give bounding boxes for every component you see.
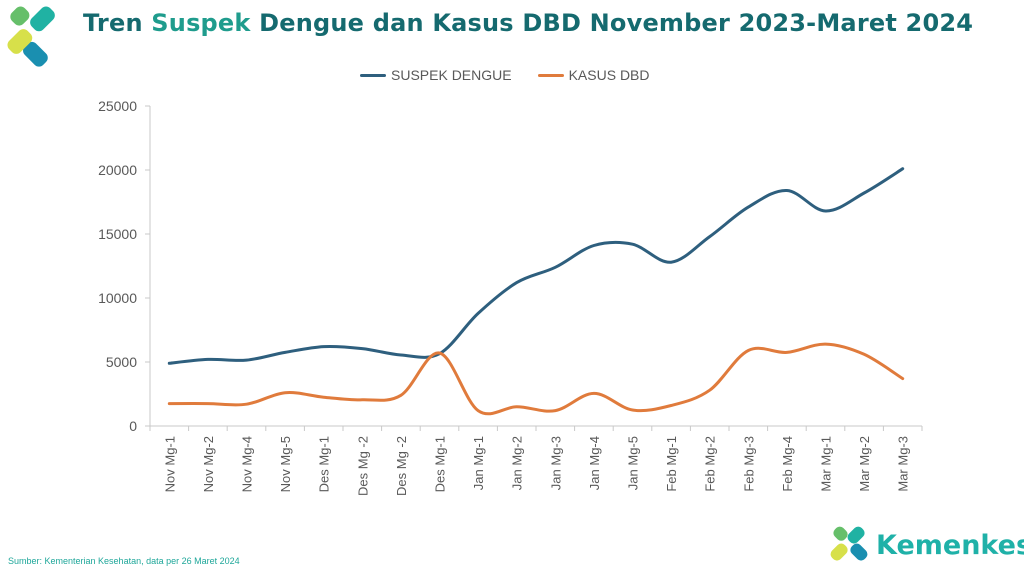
x-tick-label-9: Jan Mg-2 — [510, 436, 525, 490]
chart-title: Tren Suspek Dengue dan Kasus DBD Novembe… — [83, 9, 974, 37]
legend-item-kasus: KASUS DBD — [537, 67, 650, 83]
x-tick-label-16: Feb Mg-4 — [780, 436, 795, 492]
x-tick-label-2: Nov Mg-4 — [240, 436, 255, 492]
x-tick-label-13: Feb Mg-1 — [664, 436, 679, 492]
x-tick-label-7: Des Mg-1 — [433, 436, 448, 492]
x-tick-label-17: Mar Mg-1 — [819, 436, 834, 492]
x-tick-label-12: Jan Mg-5 — [626, 436, 641, 490]
x-tick-label-11: Jan Mg-4 — [587, 436, 602, 490]
x-tick-label-10: Jan Mg-3 — [548, 436, 563, 490]
legend-item-suspek: SUSPEK DENGUE — [360, 67, 512, 83]
kemenkes-logo-icon — [7, 6, 55, 67]
x-tick-label-3: Nov Mg-5 — [278, 436, 293, 492]
x-tick-label-18: Mar Mg-2 — [857, 436, 872, 492]
legend-label-kasus: KASUS DBD — [568, 67, 650, 83]
legend-swatch-kasus — [537, 73, 564, 77]
x-tick-label-0: Nov Mg-1 — [162, 436, 177, 492]
source-note: Sumber: Kementerian Kesehatan, data per … — [8, 556, 240, 566]
x-tick-label-14: Feb Mg-2 — [703, 436, 718, 492]
y-tick-label-0: 0 — [129, 418, 137, 434]
x-tick-label-1: Nov Mg-2 — [201, 436, 216, 492]
kemenkes-brand-icon — [830, 526, 868, 561]
y-tick-label-3: 15000 — [98, 226, 137, 242]
series-line-suspek-dengue — [167, 167, 905, 365]
series-line-kasus-dbd — [167, 342, 905, 416]
x-tick-label-5: Des Mg -2 — [355, 436, 370, 496]
chart-legend: SUSPEK DENGUE KASUS DBD — [360, 67, 676, 83]
line-chart: 0 5000 10000 15000 20000 25000 Nov Mg-1 Nov Mg-… — [98, 98, 923, 496]
x-tick-label-19: Mar Mg-3 — [896, 436, 911, 492]
legend-label-suspek: SUSPEK DENGUE — [391, 67, 512, 83]
y-tick-label-2: 10000 — [98, 290, 137, 306]
y-tick-label-1: 5000 — [106, 354, 137, 370]
y-tick-label-5: 25000 — [98, 98, 137, 114]
brand-name: Kemenkes — [876, 529, 1024, 561]
x-tick-label-15: Feb Mg-3 — [741, 436, 756, 492]
x-tick-label-8: Jan Mg-1 — [471, 436, 486, 490]
x-tick-label-4: Des Mg-1 — [317, 436, 332, 492]
brand: Kemenkes — [826, 522, 1024, 568]
y-tick-label-4: 20000 — [98, 162, 137, 178]
legend-swatch-suspek — [360, 73, 386, 77]
x-tick-label-6: Des Mg -2 — [394, 436, 409, 496]
